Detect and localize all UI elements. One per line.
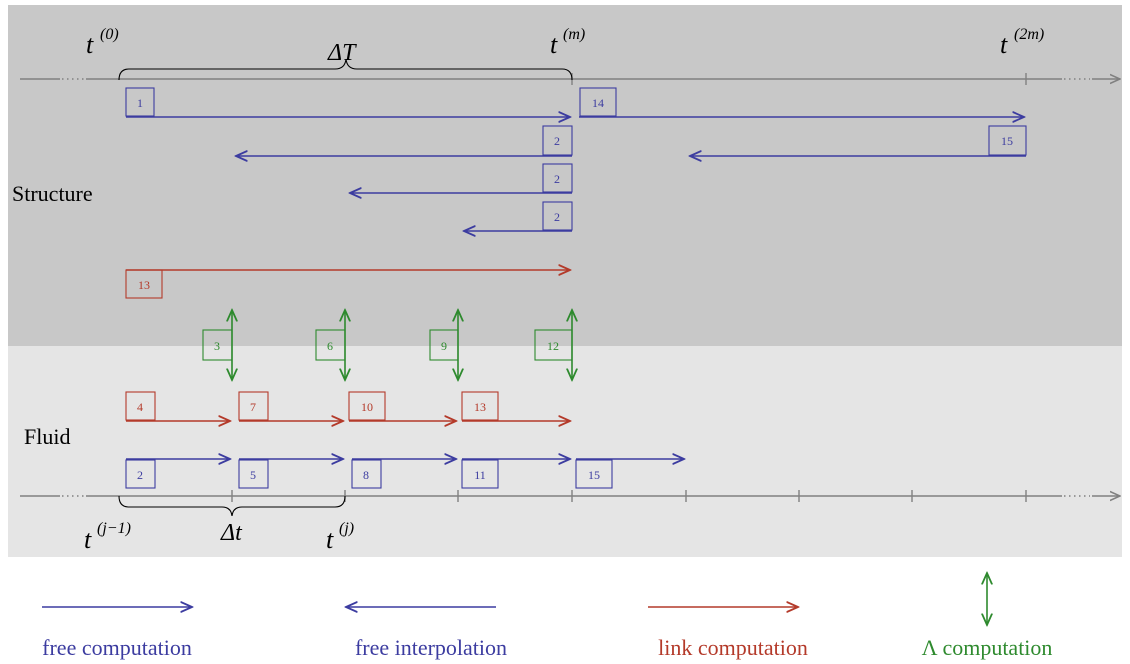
legend: free computation free interpolation link… [42, 573, 1052, 660]
step-box [575, 459, 613, 489]
structure-region [8, 5, 1122, 346]
svg-text:(0): (0) [100, 26, 119, 43]
svg-text:3: 3 [214, 339, 220, 353]
step-box [988, 125, 1027, 156]
fluid-link-computation: 4 7 10 13 [125, 391, 570, 421]
step-box [542, 201, 573, 231]
svg-text:15: 15 [1001, 134, 1013, 148]
structure-free-computation: 1 14 [125, 87, 1024, 117]
step-box [125, 269, 163, 299]
legend-free-computation: free computation [42, 607, 192, 660]
svg-text:7: 7 [250, 400, 256, 414]
top-time-axis [20, 73, 1120, 85]
legend-lambda-computation: Λ computation [922, 573, 1053, 660]
svg-text:14: 14 [592, 96, 604, 110]
step-box [125, 459, 156, 489]
bottom-time-axis [20, 490, 1120, 502]
step-box [351, 459, 382, 489]
svg-text:8: 8 [363, 468, 369, 482]
label-tj-minus-1: t (j−1) [84, 520, 131, 554]
delta-T-label: ΔT [327, 40, 357, 66]
svg-text:5: 5 [250, 468, 256, 482]
label-tj: t (j) [326, 520, 354, 554]
svg-text:1: 1 [137, 96, 143, 110]
step-box [542, 125, 573, 156]
label-tm: t (m) [550, 26, 585, 59]
svg-text:link computation: link computation [658, 635, 808, 660]
delta-t-brace [118, 495, 346, 517]
svg-text:free computation: free computation [42, 635, 192, 660]
svg-text:(j): (j) [339, 520, 354, 537]
svg-text:t: t [86, 30, 94, 59]
svg-text:9: 9 [441, 339, 447, 353]
step-box [579, 87, 617, 117]
svg-text:(j−1): (j−1) [97, 520, 131, 537]
structure-link-computation: 13 [125, 269, 570, 299]
delta-t-label: Δt [220, 520, 243, 546]
legend-free-interpolation: free interpolation [346, 607, 507, 660]
svg-text:13: 13 [474, 400, 486, 414]
svg-text:2: 2 [554, 134, 560, 148]
svg-text:(2m): (2m) [1014, 26, 1044, 43]
step-box [461, 459, 499, 489]
svg-text:6: 6 [327, 339, 333, 353]
fluid-free-computation: 2 5 8 11 15 [125, 459, 684, 489]
legend-link-computation: link computation [648, 607, 808, 660]
step-box [238, 459, 269, 489]
lambda-computation: 3 6 9 12 [202, 310, 573, 380]
step-box [125, 87, 155, 117]
svg-text:t: t [550, 30, 558, 59]
step-box [429, 329, 459, 361]
svg-text:Λ computation: Λ computation [922, 635, 1053, 660]
svg-text:4: 4 [137, 400, 143, 414]
svg-text:free interpolation: free interpolation [355, 635, 507, 660]
step-box [125, 391, 156, 421]
step-box [534, 329, 573, 361]
svg-text:2: 2 [137, 468, 143, 482]
svg-text:t: t [1000, 30, 1008, 59]
step-box [461, 391, 499, 421]
svg-text:t: t [326, 525, 334, 554]
delta-T-brace [118, 58, 573, 81]
svg-text:13: 13 [138, 278, 150, 292]
svg-text:12: 12 [547, 339, 559, 353]
svg-text:t: t [84, 525, 92, 554]
structure-free-interpolation: 2 2 2 15 [236, 125, 1027, 231]
fluid-label: Fluid [24, 424, 70, 449]
label-t2m: t (2m) [1000, 26, 1044, 59]
fluid-region [8, 346, 1122, 557]
label-t0: t (0) [86, 26, 119, 59]
step-box [542, 163, 573, 193]
svg-text:15: 15 [588, 468, 600, 482]
step-box [202, 329, 233, 361]
svg-text:2: 2 [554, 172, 560, 186]
svg-text:2: 2 [554, 210, 560, 224]
step-box [238, 391, 269, 421]
structure-label: Structure [12, 181, 93, 206]
step-box [348, 391, 386, 421]
svg-text:(m): (m) [563, 26, 585, 43]
step-box [315, 329, 346, 361]
svg-text:11: 11 [474, 468, 486, 482]
svg-text:10: 10 [361, 400, 373, 414]
